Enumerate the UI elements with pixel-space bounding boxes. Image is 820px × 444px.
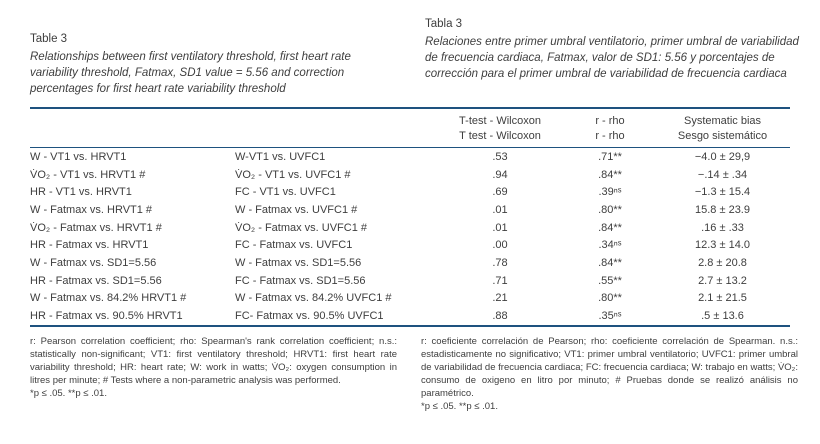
comparison-es: W - Fatmax vs. SD1=5.56 xyxy=(235,256,362,269)
comparison-en: V̇O₂ - VT1 vs. HRVT1 # xyxy=(30,168,146,181)
table-rule-header xyxy=(30,147,790,148)
header-ttest-en: T-test - Wilcoxon xyxy=(459,115,541,127)
comparison-es: V̇O₂ - VT1 vs. UVFC1 # xyxy=(235,168,351,181)
comparison-en: HR - Fatmax vs. HRVT1 xyxy=(30,239,149,252)
t-test-value: .69 xyxy=(492,186,508,199)
systematic-bias-value: .5 ± 13.6 xyxy=(701,310,744,323)
header-ttest: T-test - Wilcoxon T test - Wilcoxon xyxy=(435,114,565,143)
table-row: W - Fatmax vs. HRVT1 # W - Fatmax vs. UV… xyxy=(30,201,790,219)
t-test-value: .01 xyxy=(492,221,508,234)
comparison-es: FC - Fatmax vs. SD1=5.56 xyxy=(235,274,366,287)
comparison-en: HR - Fatmax vs. SD1=5.56 xyxy=(30,274,162,287)
comparison-es: FC - Fatmax vs. UVFC1 xyxy=(235,239,353,252)
r-rho-value: .55** xyxy=(598,274,622,287)
table-row: HR - Fatmax vs. 90.5% HRVT1 FC- Fatmax v… xyxy=(30,307,790,325)
header-bias-en: Systematic bias xyxy=(683,115,762,127)
t-test-value: .21 xyxy=(492,292,508,305)
header-rrho: r - rho r - rho xyxy=(565,114,655,143)
r-rho-value: .80** xyxy=(598,203,622,216)
table-number-spanish: Tabla 3 xyxy=(425,18,463,30)
table-row: V̇O₂ - VT1 vs. HRVT1 # V̇O₂ - VT1 vs. UV… xyxy=(30,166,790,184)
t-test-value: .00 xyxy=(492,239,508,252)
comparison-es: FC- Fatmax vs. 90.5% UVFC1 xyxy=(235,310,384,323)
comparison-en: HR - Fatmax vs. 90.5% HRVT1 xyxy=(30,310,183,323)
t-test-value: .88 xyxy=(492,310,508,323)
table-row: HR - VT1 vs. HRVT1 FC - VT1 vs. UVFC1 .6… xyxy=(30,183,790,201)
systematic-bias-value: 2.7 ± 13.2 xyxy=(698,274,747,287)
r-rho-value: .35ⁿˢ xyxy=(598,310,622,323)
r-rho-value: .34ⁿˢ xyxy=(598,239,622,252)
table-title-english: Relationships between first ventilatory … xyxy=(30,51,351,95)
r-rho-value: .84** xyxy=(598,221,622,234)
r-rho-value: .84** xyxy=(598,256,622,269)
statistics-table: T-test - Wilcoxon T test - Wilcoxon r - … xyxy=(30,107,790,327)
systematic-bias-value: −.14 ± .34 xyxy=(697,168,748,181)
comparison-en: HR - VT1 vs. HRVT1 xyxy=(30,186,132,199)
table-row: V̇O₂ - Fatmax vs. HRVT1 # V̇O₂ - Fatmax … xyxy=(30,219,790,237)
table-row: HR - Fatmax vs. SD1=5.56 FC - Fatmax vs.… xyxy=(30,272,790,290)
comparison-es: W - Fatmax vs. 84.2% UVFC1 # xyxy=(235,292,392,305)
table-row: HR - Fatmax vs. HRVT1 FC - Fatmax vs. UV… xyxy=(30,236,790,254)
header-rrho-es: r - rho xyxy=(595,129,625,142)
systematic-bias-value: −4.0 ± 29,9 xyxy=(694,150,751,163)
footnote-english: r: Pearson correlation coefficient; rho:… xyxy=(30,335,397,400)
table-title-spanish: Relaciones entre primer umbral ventilato… xyxy=(425,36,799,80)
header-rrho-en: r - rho xyxy=(595,115,625,127)
systematic-bias-value: 2.8 ± 20.8 xyxy=(698,256,747,269)
t-test-value: .01 xyxy=(492,203,508,216)
comparison-en: W - Fatmax vs. 84.2% HRVT1 # xyxy=(30,292,187,305)
t-test-value: .94 xyxy=(492,168,508,181)
table-row: W - VT1 vs. HRVT1 W-VT1 vs. UVFC1 .53 .7… xyxy=(30,148,790,166)
table-body: W - VT1 vs. HRVT1 W-VT1 vs. UVFC1 .53 .7… xyxy=(30,148,790,325)
table-caption-spanish: Tabla 3 Relaciones entre primer umbral v… xyxy=(425,17,799,82)
r-rho-value: .39ⁿˢ xyxy=(598,186,622,199)
footnote-spanish-significance: *p ≤ .05. **p ≤ .01. xyxy=(421,401,498,412)
comparison-en: W - Fatmax vs. SD1=5.56 xyxy=(30,256,157,269)
comparison-es: W-VT1 vs. UVFC1 xyxy=(235,150,326,163)
header-bias-es: Sesgo sistemático xyxy=(677,129,768,142)
footnote-spanish-body: r: coeficiente correlación de Pearson; r… xyxy=(421,336,798,399)
comparison-en: W - Fatmax vs. HRVT1 # xyxy=(30,203,153,216)
t-test-value: .53 xyxy=(492,150,508,163)
t-test-value: .78 xyxy=(492,256,508,269)
comparison-en: V̇O₂ - Fatmax vs. HRVT1 # xyxy=(30,221,162,234)
table-rule-bottom xyxy=(30,324,790,327)
table-caption-english: Table 3 Relationships between first vent… xyxy=(30,32,396,97)
footnote-english-body: r: Pearson correlation coefficient; rho:… xyxy=(30,336,397,386)
r-rho-value: .71** xyxy=(598,150,622,163)
table-number-english: Table 3 xyxy=(30,33,68,45)
comparison-es: W - Fatmax vs. UVFC1 # xyxy=(235,203,358,216)
header-ttest-es: T test - Wilcoxon xyxy=(459,129,541,142)
table-rule-top xyxy=(30,107,790,109)
systematic-bias-value: −1.3 ± 15.4 xyxy=(694,186,751,199)
r-rho-value: .80** xyxy=(598,292,622,305)
systematic-bias-value: .16 ± .33 xyxy=(701,221,744,234)
header-bias: Systematic bias Sesgo sistemático xyxy=(655,114,790,143)
footnote-spanish: r: coeficiente correlación de Pearson; r… xyxy=(421,335,798,413)
comparison-es: FC - VT1 vs. UVFC1 xyxy=(235,186,336,199)
t-test-value: .71 xyxy=(492,274,508,287)
systematic-bias-value: 12.3 ± 14.0 xyxy=(695,239,750,252)
r-rho-value: .84** xyxy=(598,168,622,181)
systematic-bias-value: 2.1 ± 21.5 xyxy=(698,292,747,305)
footnote-english-significance: *p ≤ .05. **p ≤ .01. xyxy=(30,388,107,399)
systematic-bias-value: 15.8 ± 23.9 xyxy=(695,203,750,216)
comparison-en: W - VT1 vs. HRVT1 xyxy=(30,150,127,163)
table-row: W - Fatmax vs. 84.2% HRVT1 # W - Fatmax … xyxy=(30,290,790,308)
comparison-es: V̇O₂ - Fatmax vs. UVFC1 # xyxy=(235,221,368,234)
table-header-row: T-test - Wilcoxon T test - Wilcoxon r - … xyxy=(30,109,790,147)
table-row: W - Fatmax vs. SD1=5.56 W - Fatmax vs. S… xyxy=(30,254,790,272)
